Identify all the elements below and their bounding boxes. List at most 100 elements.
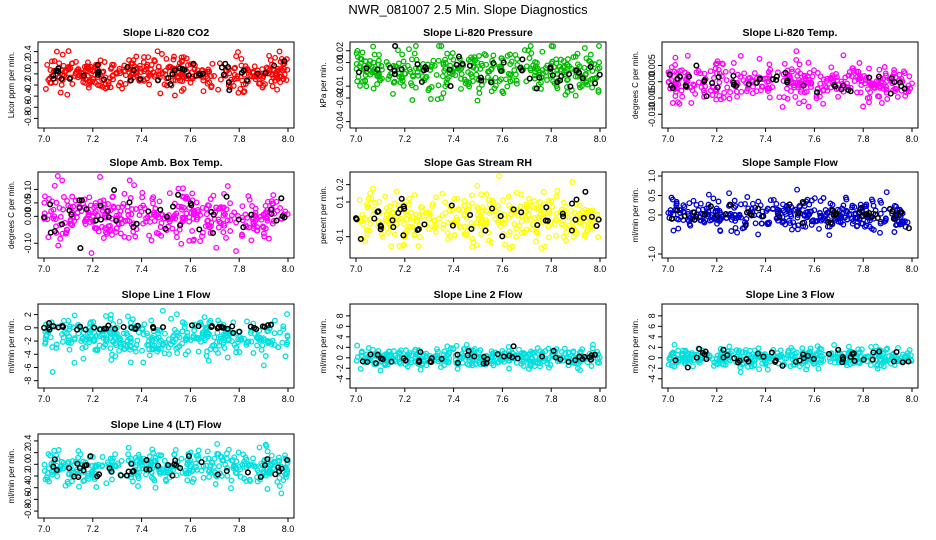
y-axis-label: degrees C per min.: [7, 181, 16, 249]
x-tick-label: 7.2: [711, 264, 724, 274]
data-point: [273, 217, 280, 224]
data-point: [159, 324, 167, 331]
y-tick-label: 1.0: [647, 170, 657, 183]
data-point: [577, 367, 583, 373]
data-point: [204, 448, 211, 455]
data-point: [189, 190, 196, 197]
data-point: [769, 76, 777, 83]
data-point: [356, 196, 363, 203]
data-point: [803, 198, 810, 205]
data-point: [177, 464, 184, 472]
data-point: [109, 194, 116, 201]
data-point: [820, 87, 826, 94]
data-point: [200, 88, 207, 95]
data-point: [231, 209, 238, 216]
data-point: [272, 54, 279, 61]
data-point: [220, 334, 227, 341]
data-point: [413, 218, 420, 225]
data-point: [277, 66, 284, 73]
data-point: [103, 480, 110, 487]
data-point: [779, 362, 786, 369]
data-point: [674, 207, 681, 214]
data-point: [262, 353, 269, 359]
data-point: [41, 461, 48, 468]
data-point: [724, 84, 731, 91]
data-point: [53, 48, 60, 55]
data-point: [784, 85, 790, 92]
data-point: [734, 93, 741, 100]
y-tick-label: 2: [335, 345, 345, 350]
data-point: [113, 342, 120, 349]
data-point: [284, 332, 291, 339]
data-point: [516, 346, 522, 353]
data-point: [877, 210, 884, 217]
data-point: [753, 79, 760, 86]
data-point: [264, 215, 271, 222]
data-point: [793, 48, 800, 55]
data-point: [178, 57, 185, 64]
data-point: [417, 234, 423, 241]
data-point: [113, 69, 120, 76]
data-point: [357, 82, 363, 89]
data-point: [765, 78, 772, 85]
data-point: [691, 216, 698, 223]
data-point: [66, 333, 73, 340]
y-tick-label: -2: [647, 364, 657, 372]
data-point: [835, 93, 842, 100]
data-point: [576, 353, 583, 360]
data-point: [105, 227, 112, 234]
data-point: [215, 451, 222, 458]
data-point: [193, 452, 200, 459]
data-point: [220, 229, 227, 236]
data-point: [207, 230, 214, 236]
y-axis-label: kPa per min.: [319, 63, 328, 108]
data-point: [388, 243, 395, 250]
data-point: [105, 81, 112, 88]
data-point: [359, 49, 366, 56]
data-point: [382, 218, 389, 225]
data-point: [500, 353, 508, 360]
x-tick-label: 7.2: [711, 134, 724, 144]
x-tick-label: 7.6: [184, 524, 197, 534]
x-tick-label: 8.0: [906, 134, 919, 144]
data-point: [211, 342, 218, 349]
data-point: [474, 182, 481, 189]
data-point: [125, 211, 132, 218]
data-point: [572, 357, 579, 364]
data-point: [779, 103, 786, 110]
data-point: [776, 213, 783, 220]
data-point: [195, 447, 202, 454]
data-point: [270, 192, 277, 199]
data-point: [205, 455, 212, 462]
data-point: [146, 466, 153, 473]
data-point: [378, 63, 385, 69]
data-point: [434, 348, 441, 355]
data-point: [72, 58, 79, 65]
data-point: [54, 173, 61, 179]
y-tick-label: 0.0: [23, 68, 33, 81]
data-point: [383, 204, 390, 211]
data-point: [783, 355, 790, 362]
data-point: [563, 237, 569, 244]
data-point: [236, 349, 243, 355]
data-point: [506, 228, 513, 235]
data-point: [741, 219, 748, 226]
data-point: [545, 355, 552, 362]
data-point: [46, 326, 53, 333]
data-point: [891, 229, 898, 235]
data-point: [408, 359, 415, 366]
data-point: [545, 345, 552, 352]
data-point: [173, 462, 180, 469]
data-point: [157, 67, 164, 74]
data-point: [499, 348, 506, 354]
data-point: [103, 313, 109, 320]
data-point: [415, 243, 422, 250]
data-point: [784, 77, 791, 84]
data-point: [115, 82, 122, 89]
data-point: [236, 328, 243, 335]
data-point: [202, 456, 209, 463]
data-point: [235, 216, 242, 223]
data-point: [548, 43, 555, 49]
data-point: [842, 194, 849, 201]
data-point: [460, 346, 467, 352]
